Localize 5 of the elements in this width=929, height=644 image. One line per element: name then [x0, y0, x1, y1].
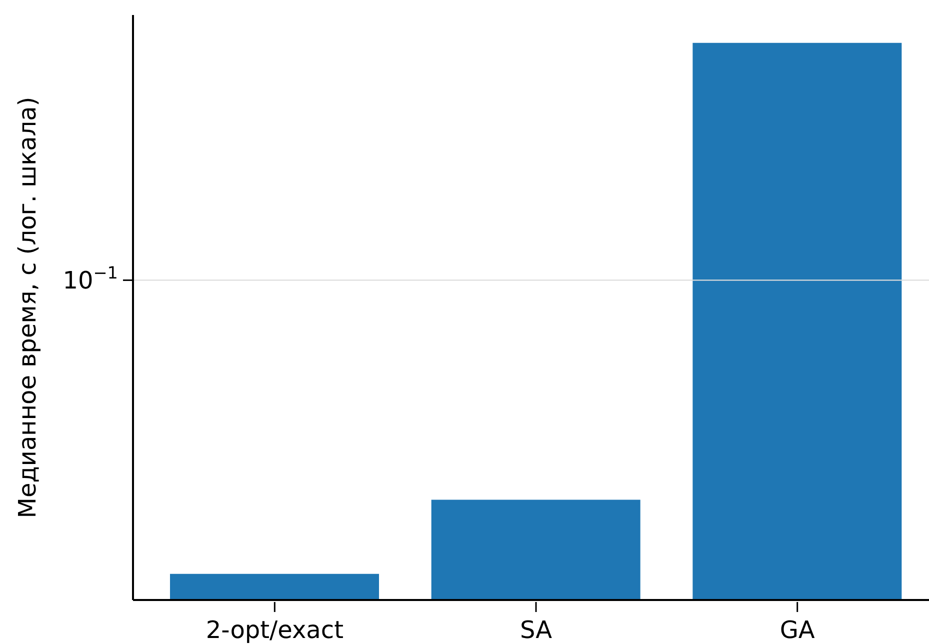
x-tick-label: SA: [520, 616, 553, 644]
x-tick-label: GA: [780, 616, 816, 644]
y-axis-title: Медианное время, с (лог. шкала): [14, 96, 42, 518]
x-tick-label: 2-opt/exact: [206, 616, 344, 644]
ref-line-label: 10$^{−1}$: [62, 262, 118, 295]
